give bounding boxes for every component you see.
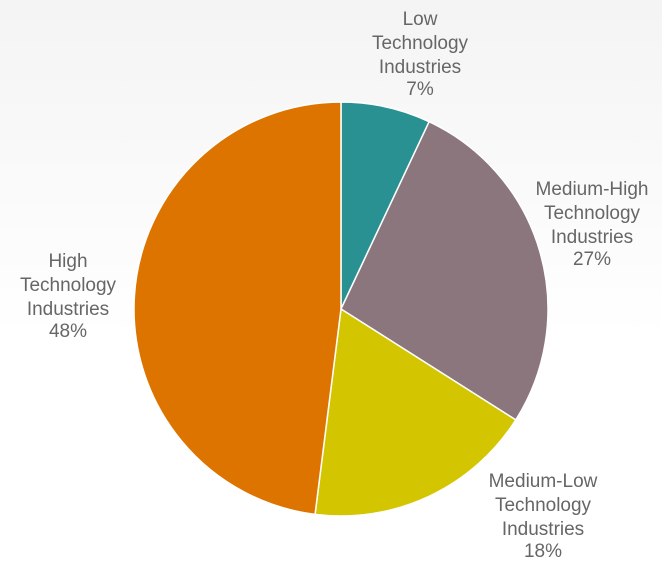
slice-label: Medium-Low Technology Industries <box>489 471 598 540</box>
pie-slice <box>314 307 517 517</box>
pie-slice <box>133 101 342 516</box>
slice-label: Medium-High Technology Industries <box>536 179 649 248</box>
slice-value-label: 7% <box>406 79 434 100</box>
slice-label: High Technology Industries <box>20 251 117 320</box>
pie-slice <box>340 120 549 421</box>
slice-label: Low Technology Industries <box>372 9 469 78</box>
slice-value-label: 27% <box>573 249 611 270</box>
slice-value-label: 48% <box>49 321 87 342</box>
slice-value-label: 18% <box>524 541 562 562</box>
